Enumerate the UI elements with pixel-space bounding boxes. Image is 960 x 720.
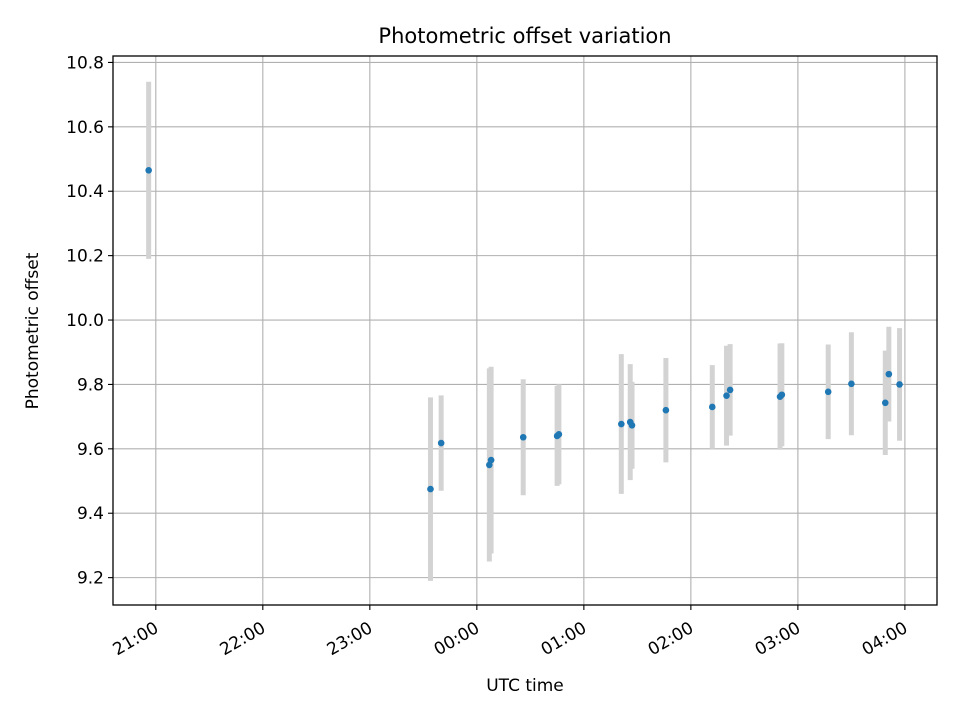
data-point xyxy=(618,420,625,428)
data-point xyxy=(885,370,893,378)
data-point xyxy=(519,433,527,441)
data-point xyxy=(778,391,786,399)
data-point xyxy=(881,399,889,407)
y-tick-label: 9.6 xyxy=(77,440,104,460)
y-tick-label: 10.4 xyxy=(66,182,104,202)
data-point xyxy=(708,403,716,411)
y-axis: 9.2 9.4 9.6 9.8 10.0 10.2 10.4 10.6 10.8 xyxy=(66,53,113,589)
y-tick-label: 10.0 xyxy=(66,311,104,331)
data-point xyxy=(487,456,495,464)
data-point xyxy=(145,167,152,174)
data-point xyxy=(726,386,734,394)
chart-title: Photometric offset variation xyxy=(378,24,671,48)
data-point xyxy=(723,392,730,400)
grid-layer xyxy=(113,56,937,605)
y-tick-label: 9.2 xyxy=(77,569,104,589)
plot-frame xyxy=(112,55,938,606)
y-tick-label: 10.6 xyxy=(66,118,104,138)
y-tick-label: 10.8 xyxy=(66,53,104,73)
y-tick-label: 10.2 xyxy=(66,247,104,267)
data-point xyxy=(824,388,832,396)
data-point xyxy=(437,439,445,447)
data-point xyxy=(896,381,903,388)
point-layer xyxy=(145,167,903,493)
y-axis-label: Photometric offset xyxy=(23,252,43,409)
data-point xyxy=(628,422,636,429)
data-point xyxy=(848,380,855,388)
data-point xyxy=(555,431,563,438)
data-point xyxy=(662,406,670,414)
x-axis-label: UTC time xyxy=(486,676,564,696)
y-tick-label: 9.8 xyxy=(77,375,104,395)
y-tick-label: 9.4 xyxy=(77,504,104,524)
data-point xyxy=(427,485,434,493)
